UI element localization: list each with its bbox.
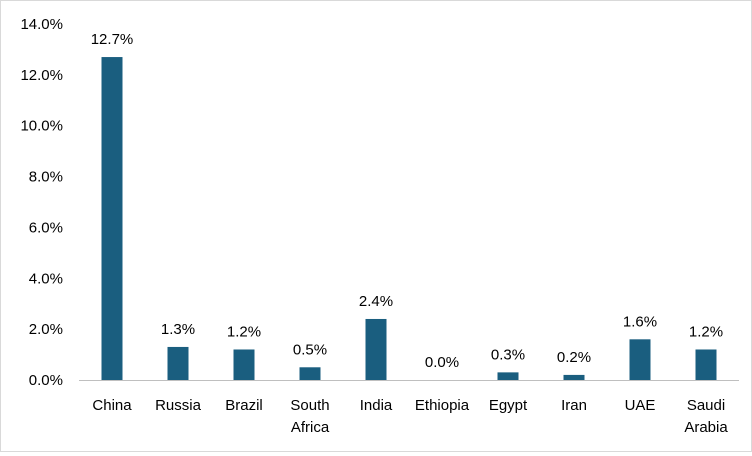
bar-india <box>365 318 387 380</box>
bar-china <box>101 57 123 381</box>
data-label: 0.3% <box>491 346 525 363</box>
y-tick-label: 12.0% <box>20 67 63 84</box>
y-tick-label: 0.0% <box>29 372 63 389</box>
data-label: 1.2% <box>227 323 261 340</box>
bar-egypt <box>497 372 519 380</box>
x-axis-ticks: China Russia Brazil South Africa India Ethiopi… <box>92 397 728 436</box>
x-tick-label: Brazil <box>225 397 263 414</box>
x-tick-label: South Africa <box>290 397 329 436</box>
x-tick-label: Russia <box>155 397 202 414</box>
data-label: 0.2% <box>557 349 591 366</box>
x-tick-label-line: Egypt <box>489 397 528 414</box>
x-tick-label-line: Iran <box>561 397 587 414</box>
data-label: 1.6% <box>623 313 657 330</box>
x-tick-label-line: Saudi <box>687 397 725 414</box>
x-tick-label-line: Brazil <box>225 397 263 414</box>
x-tick-label: UAE <box>625 397 656 414</box>
bar-brazil <box>233 349 255 380</box>
x-tick-label: Saudi Arabia <box>684 397 728 436</box>
x-tick-label-line: Arabia <box>684 419 728 436</box>
y-tick-label: 2.0% <box>29 321 63 338</box>
x-tick-label-line: Russia <box>155 397 202 414</box>
data-label: 2.4% <box>359 293 393 310</box>
x-tick-label: Ethiopia <box>415 397 470 414</box>
x-tick-label: Iran <box>561 397 587 414</box>
data-label: 12.7% <box>91 31 134 48</box>
y-tick-label: 6.0% <box>29 219 63 236</box>
y-tick-label: 4.0% <box>29 270 63 287</box>
data-label: 1.2% <box>689 323 723 340</box>
x-tick-label: India <box>360 397 393 414</box>
y-axis-ticks: 0.0% 2.0% 4.0% 6.0% 8.0% 10.0% 12.0% 14.0% <box>20 16 63 389</box>
bar-russia <box>167 346 189 380</box>
bar-south-africa <box>299 367 321 380</box>
x-tick-label-line: India <box>360 397 393 414</box>
data-label: 0.5% <box>293 341 327 358</box>
bars <box>101 57 717 381</box>
x-tick-label-line: Ethiopia <box>415 397 470 414</box>
data-label: 1.3% <box>161 321 195 338</box>
y-tick-label: 8.0% <box>29 169 63 186</box>
data-label: 0.0% <box>425 354 459 371</box>
x-tick-label-line: South <box>290 397 329 414</box>
y-tick-label: 10.0% <box>20 118 63 135</box>
bar-iran <box>563 374 585 380</box>
x-tick-label: China <box>92 397 132 414</box>
x-tick-label: Egypt <box>489 397 528 414</box>
bar-saudi-arabia <box>695 349 717 380</box>
y-tick-label: 14.0% <box>20 16 63 33</box>
x-tick-label-line: UAE <box>625 397 656 414</box>
bar-uae <box>629 339 651 380</box>
x-tick-label-line: Africa <box>291 419 330 436</box>
data-labels: 12.7% 1.3% 1.2% 0.5% 2.4% 0.0% 0.3% 0.2% 1.6% 1.2… <box>91 31 723 371</box>
x-tick-label-line: China <box>92 397 132 414</box>
